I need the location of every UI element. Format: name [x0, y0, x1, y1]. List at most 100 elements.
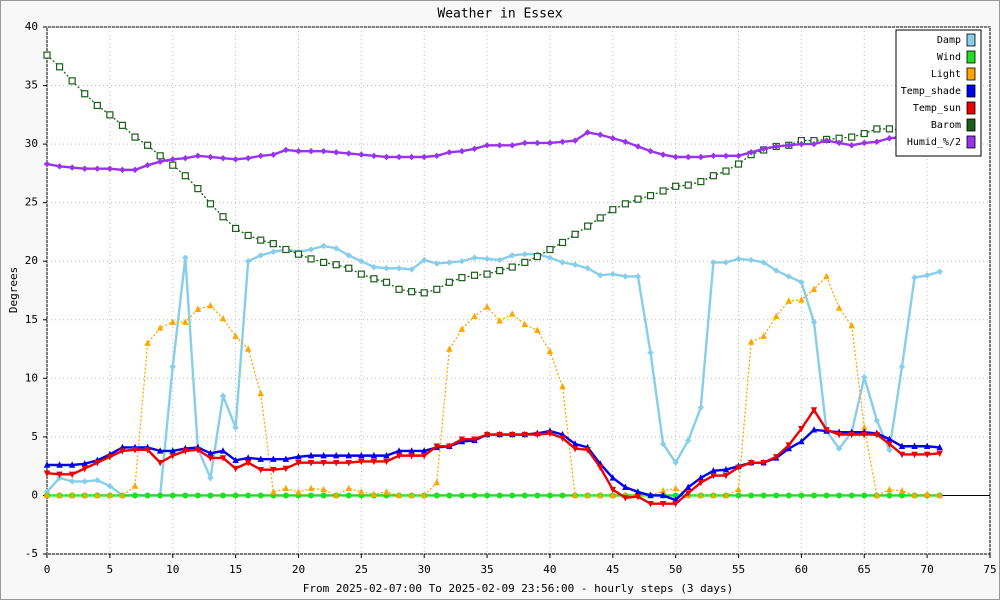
point: [445, 278, 453, 286]
point: [471, 312, 478, 319]
point: [810, 140, 818, 148]
point: [68, 478, 76, 485]
point: [320, 492, 327, 499]
point: [433, 478, 440, 486]
point: [798, 425, 805, 433]
point: [270, 248, 277, 256]
point: [131, 166, 139, 174]
point: [634, 488, 642, 495]
point: [546, 430, 554, 438]
x-tick-label: 65: [858, 563, 871, 576]
y-tick-label: 20: [25, 254, 38, 267]
point: [886, 492, 893, 499]
point: [697, 177, 705, 186]
point: [571, 137, 579, 144]
point: [773, 312, 780, 319]
x-axis-label: From 2025-02-07:00 To 2025-02-09 23:56:0…: [303, 582, 733, 595]
point: [798, 296, 805, 303]
point: [672, 153, 679, 161]
point: [470, 271, 479, 279]
point: [420, 289, 428, 297]
point: [421, 452, 428, 460]
point: [496, 492, 503, 499]
point: [911, 442, 918, 449]
point: [345, 252, 352, 259]
legend-label: Humid_%/2: [907, 137, 961, 148]
point: [119, 166, 126, 174]
point: [646, 192, 655, 200]
point: [219, 455, 227, 462]
point: [446, 149, 453, 156]
point: [370, 451, 378, 459]
point: [760, 259, 767, 266]
point: [584, 265, 591, 272]
point: [898, 492, 905, 499]
y-axis-label: Degrees: [7, 267, 20, 313]
point: [68, 164, 76, 171]
point: [735, 492, 742, 499]
point: [169, 452, 176, 460]
point: [546, 254, 554, 261]
point: [534, 492, 541, 499]
point: [584, 447, 591, 454]
point: [873, 125, 881, 133]
point: [182, 492, 189, 499]
point: [408, 452, 415, 460]
point: [56, 461, 63, 468]
point: [131, 482, 139, 489]
point: [56, 491, 63, 499]
point: [43, 461, 51, 468]
point: [709, 172, 717, 180]
point: [496, 142, 503, 149]
point: [622, 495, 629, 502]
point: [94, 477, 101, 484]
point: [458, 147, 466, 155]
point: [760, 459, 767, 467]
point: [722, 491, 730, 499]
point: [508, 263, 516, 271]
point: [383, 451, 390, 459]
point: [898, 363, 906, 370]
x-tick-label: 60: [795, 563, 808, 576]
point: [697, 479, 705, 487]
point: [873, 431, 881, 439]
point: [936, 491, 943, 499]
point: [634, 143, 642, 150]
point: [345, 484, 352, 492]
point: [559, 492, 566, 499]
point: [332, 245, 340, 252]
point: [760, 332, 767, 339]
point: [307, 246, 315, 253]
point: [659, 500, 667, 508]
point: [835, 139, 843, 147]
point: [597, 272, 604, 279]
point: [182, 254, 189, 261]
point: [873, 491, 881, 499]
point: [634, 273, 642, 280]
point: [206, 200, 215, 208]
point: [923, 272, 931, 279]
point: [835, 445, 843, 452]
point: [232, 456, 239, 464]
legend-label: Temp_sun: [913, 103, 961, 114]
point: [823, 272, 830, 280]
point: [634, 195, 642, 203]
point: [609, 491, 616, 499]
point: [56, 163, 63, 170]
point: [609, 206, 617, 214]
point: [446, 345, 453, 352]
y-tick-label: 35: [25, 79, 38, 92]
point: [747, 149, 755, 156]
point: [685, 153, 692, 161]
legend: Damp Wind Light Temp_shade Temp_sun Barom Humi…: [895, 29, 982, 157]
x-tick-label: 5: [107, 563, 114, 576]
point: [810, 492, 817, 499]
point: [773, 267, 780, 274]
point: [559, 435, 566, 442]
legend-swatch: [966, 67, 976, 81]
point: [898, 487, 906, 494]
point: [433, 285, 441, 293]
point: [408, 491, 415, 499]
point: [647, 500, 654, 508]
point: [282, 465, 290, 473]
